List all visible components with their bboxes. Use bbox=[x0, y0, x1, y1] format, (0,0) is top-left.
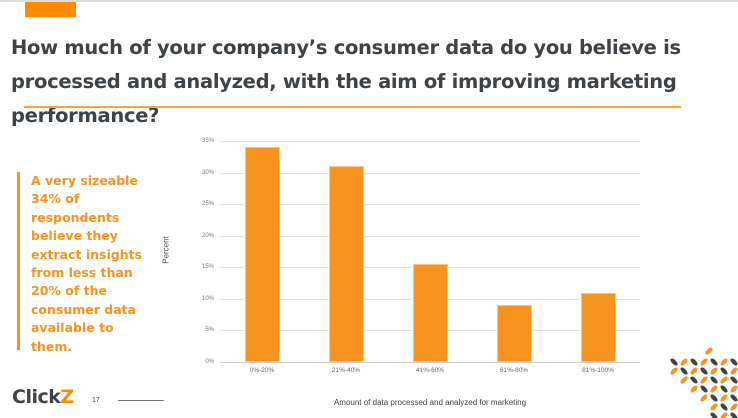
x-tick-label: 61%-80% bbox=[499, 367, 529, 374]
y-tick-label: 10% bbox=[201, 295, 214, 302]
y-tick-label: 25% bbox=[201, 201, 214, 208]
x-tick-label: 41%-60% bbox=[415, 367, 445, 374]
bar bbox=[328, 166, 364, 362]
logo-accent: Z bbox=[60, 386, 74, 408]
x-tick-label: 21%-40% bbox=[331, 367, 361, 374]
bar bbox=[244, 147, 280, 362]
callout-text: A very sizeable 34% of respondents belie… bbox=[31, 173, 143, 354]
y-axis-label: Percent bbox=[161, 236, 171, 264]
gridline bbox=[220, 235, 640, 237]
gridline bbox=[220, 362, 640, 363]
top-border bbox=[0, 0, 738, 2]
gridline bbox=[220, 141, 640, 142]
gridline bbox=[220, 204, 640, 206]
y-tick-label: 20% bbox=[201, 232, 214, 239]
bar bbox=[496, 305, 532, 362]
gridline bbox=[220, 172, 640, 174]
y-tick-label: 35% bbox=[201, 138, 214, 144]
bar bbox=[580, 292, 616, 362]
x-tick-label: 81%-100% bbox=[582, 367, 614, 374]
y-tick-label: 30% bbox=[201, 169, 214, 176]
slide-title: How much of your company’s consumer data… bbox=[11, 36, 681, 127]
callout-box: A very sizeable 34% of respondents belie… bbox=[17, 172, 147, 354]
y-tick-label: 0% bbox=[205, 359, 214, 365]
x-tick-label: 0%-20% bbox=[249, 367, 275, 374]
x-axis-label: Amount of data processed and analyzed fo… bbox=[333, 398, 527, 407]
bar-chart: 0% 5% 10% 15% 20% 25% 30% 35% 0%-20% 21%-40% 41%-6… bbox=[202, 138, 640, 374]
y-tick-label: 15% bbox=[201, 264, 214, 271]
bar bbox=[412, 264, 448, 362]
accent-block bbox=[25, 2, 76, 17]
y-tick-label: 5% bbox=[205, 327, 214, 334]
decorative-pattern-icon bbox=[670, 347, 738, 418]
footer-divider bbox=[118, 400, 164, 401]
page-number: 17 bbox=[92, 397, 100, 404]
logo-text: Click bbox=[12, 386, 61, 408]
title-underline bbox=[24, 106, 681, 108]
clickz-logo: ClickZ bbox=[12, 386, 74, 408]
